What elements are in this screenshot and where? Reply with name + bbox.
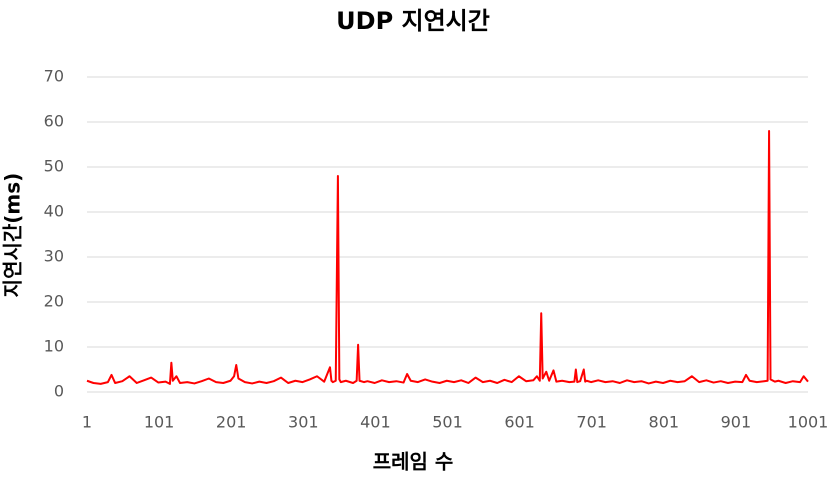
- x-tick-label: 901: [721, 413, 752, 432]
- y-tick-label: 10: [44, 337, 64, 356]
- x-axis-title: 프레임 수: [373, 450, 454, 474]
- y-tick-label: 40: [44, 202, 64, 221]
- data-line: [86, 130, 809, 385]
- x-tick-label: 401: [360, 413, 391, 432]
- x-tick-label: 101: [144, 413, 175, 432]
- y-tick-label: 50: [44, 157, 64, 176]
- x-tick-label: 801: [649, 413, 680, 432]
- chart-title: UDP 지연시간: [336, 7, 490, 35]
- x-tick-label: 601: [504, 413, 535, 432]
- x-tick-label: 701: [576, 413, 607, 432]
- y-tick-label: 0: [54, 382, 64, 401]
- y-axis-title: 지연시간(ms): [1, 173, 25, 298]
- y-tick-label: 20: [44, 292, 64, 311]
- y-tick-label: 70: [44, 67, 64, 86]
- x-tick-label: 201: [216, 413, 247, 432]
- y-tick-label: 60: [44, 112, 64, 131]
- x-tick-label: 301: [288, 413, 319, 432]
- x-tick-label: 1: [82, 413, 92, 432]
- y-tick-label: 30: [44, 247, 64, 266]
- x-tick-label: 501: [432, 413, 463, 432]
- x-tick-label: 1001: [788, 413, 827, 432]
